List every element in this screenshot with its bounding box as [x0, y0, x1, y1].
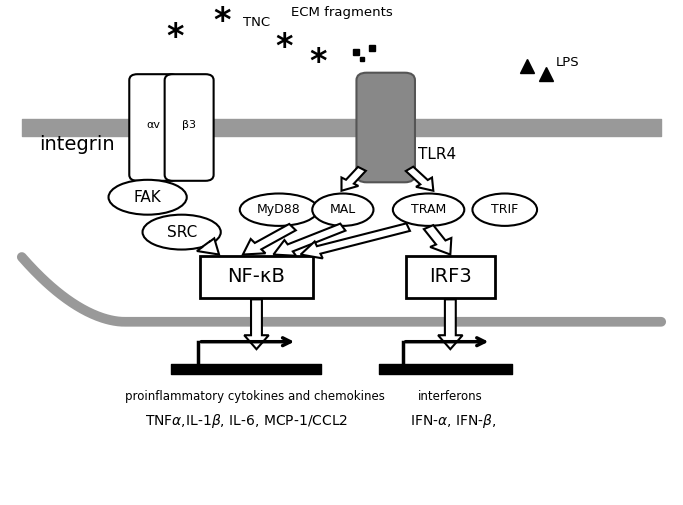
Text: *: * [166, 21, 184, 55]
Ellipse shape [240, 193, 318, 226]
Text: TRAM: TRAM [411, 203, 446, 216]
Ellipse shape [393, 193, 464, 226]
Polygon shape [273, 224, 346, 256]
Text: integrin: integrin [39, 135, 115, 155]
Polygon shape [243, 224, 296, 255]
Text: TNC: TNC [243, 16, 270, 29]
Text: NF-κB: NF-κB [227, 268, 285, 286]
Text: TLR4: TLR4 [419, 147, 456, 163]
Ellipse shape [109, 180, 186, 215]
Text: TRIF: TRIF [491, 203, 518, 216]
Ellipse shape [143, 215, 221, 249]
Text: SRC: SRC [167, 225, 197, 239]
Text: FAK: FAK [134, 190, 161, 205]
Text: αv: αv [147, 120, 161, 130]
Text: IFN-$\alpha$, IFN-$\beta$,: IFN-$\alpha$, IFN-$\beta$, [410, 413, 497, 430]
Bar [406, 256, 494, 298]
Polygon shape [342, 167, 366, 191]
Text: TNF$\alpha$,IL-1$\beta$, IL-6, MCP-1/CCL2: TNF$\alpha$,IL-1$\beta$, IL-6, MCP-1/CCL… [145, 413, 348, 430]
Text: interferons: interferons [418, 390, 483, 403]
Bar [200, 256, 313, 298]
Text: *: * [214, 5, 232, 38]
Text: *: * [309, 46, 326, 79]
Text: proinflammatory cytokines and chemokines: proinflammatory cytokines and chemokines [125, 390, 385, 403]
Text: ECM fragments: ECM fragments [291, 7, 392, 19]
Polygon shape [301, 223, 410, 259]
FancyBboxPatch shape [129, 74, 178, 181]
FancyBboxPatch shape [165, 74, 214, 181]
Polygon shape [245, 299, 268, 349]
Text: IRF3: IRF3 [429, 268, 472, 286]
FancyBboxPatch shape [357, 73, 415, 182]
Polygon shape [424, 225, 451, 255]
Text: *: * [275, 31, 292, 64]
Text: MyD88: MyD88 [257, 203, 301, 216]
Polygon shape [406, 167, 433, 191]
Text: β3: β3 [182, 120, 196, 130]
Text: LPS: LPS [556, 56, 579, 69]
Text: MAL: MAL [330, 203, 356, 216]
Ellipse shape [312, 193, 374, 226]
Ellipse shape [473, 193, 537, 226]
Polygon shape [438, 299, 462, 349]
Polygon shape [197, 238, 219, 255]
